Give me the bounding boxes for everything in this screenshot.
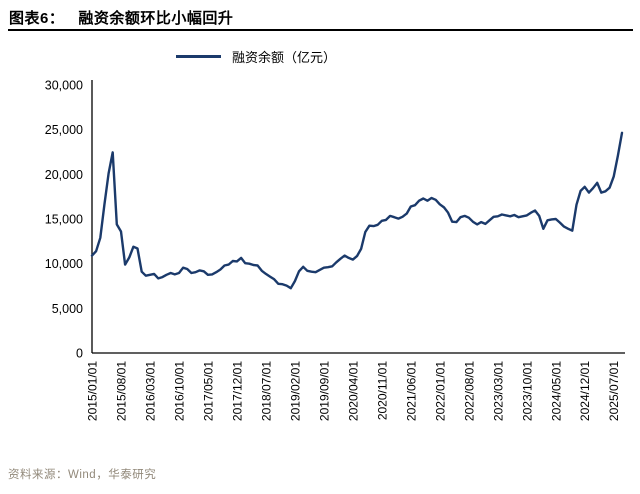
x-tick-label: 2018/07/01 xyxy=(259,361,273,421)
x-tick-label: 2016/10/01 xyxy=(172,361,186,421)
x-tick-label: 2025/07/01 xyxy=(607,361,621,421)
x-tick-label: 2024/12/01 xyxy=(578,361,592,421)
title-underline xyxy=(8,29,633,31)
y-tick-label: 15,000 xyxy=(45,213,83,227)
y-tick-label: 20,000 xyxy=(45,168,83,182)
x-tick-label: 2022/01/01 xyxy=(433,361,447,421)
source-note: 资料来源：Wind，华泰研究 xyxy=(8,469,157,481)
y-tick-label: 10,000 xyxy=(45,257,83,271)
x-tick-label: 2020/11/01 xyxy=(375,361,389,420)
y-tick-label: 0 xyxy=(76,347,83,361)
chart-title-text: 融资余额环比小幅回升 xyxy=(78,10,234,27)
x-axis-tick-labels: 2015/01/01 2015/08/01 2016/03/01 2016/10/01… xyxy=(86,361,622,421)
x-tick-label: 2023/10/01 xyxy=(520,361,534,421)
x-tick-label: 2017/05/01 xyxy=(201,361,215,421)
x-tick-label: 2015/01/01 xyxy=(86,361,100,421)
y-tick-label: 25,000 xyxy=(45,123,83,137)
x-tick-label: 2015/08/01 xyxy=(114,361,128,421)
x-tick-label: 2017/12/01 xyxy=(230,361,244,421)
x-tick-label: 2020/04/01 xyxy=(346,361,360,421)
y-axis-tick-labels: 0 5,000 10,000 15,000 20,000 25,000 30,000 xyxy=(45,79,83,361)
x-tick-label: 2022/08/01 xyxy=(462,361,476,421)
x-tick-label: 2019/02/01 xyxy=(288,361,302,421)
x-tick-label: 2019/09/01 xyxy=(317,361,331,421)
chart-title: 图表6： 融资余额环比小幅回升 xyxy=(9,7,632,28)
legend-label: 融资余额（亿元） xyxy=(231,50,336,65)
axes xyxy=(91,80,625,354)
y-tick-label: 5,000 xyxy=(52,302,83,316)
x-tick-label: 2024/05/01 xyxy=(549,361,563,421)
x-tick-label: 2016/03/01 xyxy=(143,361,157,421)
chart-title-prefix: 图表6： xyxy=(9,10,65,27)
y-tick-label: 30,000 xyxy=(45,79,83,93)
legend: 融资余额（亿元） xyxy=(0,47,512,66)
x-tick-label: 2021/06/01 xyxy=(404,361,418,421)
legend-line-swatch xyxy=(175,55,221,58)
series-line xyxy=(90,131,624,290)
x-tick-label: 2023/03/01 xyxy=(491,361,505,421)
